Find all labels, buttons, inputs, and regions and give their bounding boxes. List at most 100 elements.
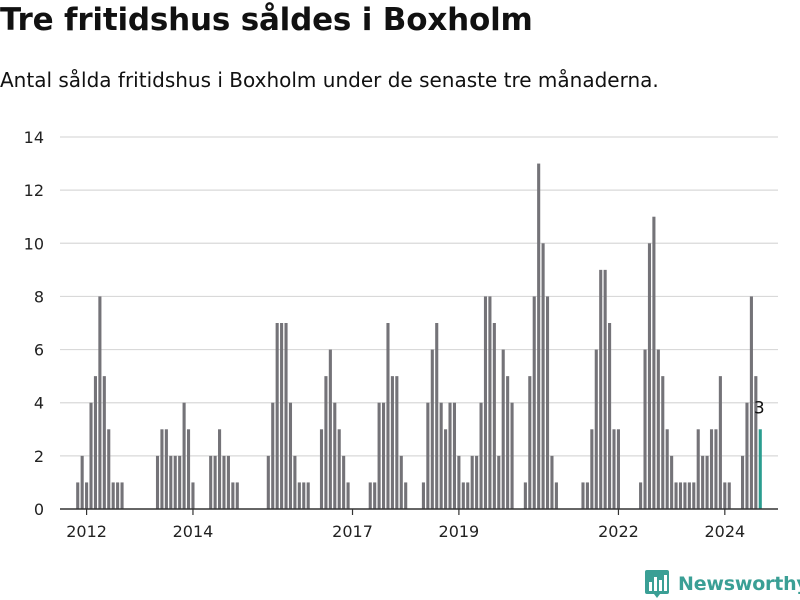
bar <box>85 482 89 509</box>
chart-subtitle: Antal sålda fritidshus i Boxholm under d… <box>0 68 659 92</box>
bar <box>306 482 310 509</box>
bar <box>510 402 514 509</box>
bar <box>76 482 80 509</box>
bar <box>164 429 168 509</box>
bar <box>670 455 674 509</box>
bar <box>497 455 501 509</box>
bar <box>506 376 510 509</box>
bar <box>594 349 598 509</box>
bar <box>452 402 457 509</box>
bar <box>191 482 195 509</box>
bar <box>439 402 443 509</box>
bar <box>749 296 753 509</box>
bar <box>647 243 652 510</box>
y-tick-label: 6 <box>34 341 44 360</box>
bar <box>182 402 186 509</box>
bar <box>727 482 731 509</box>
bar <box>723 482 727 509</box>
y-tick-label: 8 <box>34 287 44 306</box>
bar <box>160 429 164 509</box>
bar <box>678 482 683 509</box>
bar <box>368 482 372 509</box>
bar <box>683 482 687 509</box>
bar <box>324 376 328 509</box>
bar <box>399 455 403 509</box>
bar <box>319 429 324 509</box>
data-label-latest: 3 <box>754 398 765 418</box>
bar <box>585 482 589 509</box>
brand-name: Newsworthy <box>678 573 800 595</box>
bar <box>266 455 270 509</box>
bar <box>705 455 709 509</box>
bar <box>302 482 306 509</box>
y-tick-label: 14 <box>24 128 44 147</box>
bar <box>612 429 616 509</box>
bar <box>692 482 696 509</box>
bar <box>107 429 111 509</box>
bar <box>492 323 496 509</box>
bar <box>674 482 678 509</box>
bar <box>346 482 350 509</box>
data-labels: 3 <box>754 398 765 418</box>
bar <box>444 429 448 509</box>
bar <box>461 482 465 509</box>
bar <box>377 402 381 509</box>
x-tick-label: 2022 <box>598 522 639 541</box>
y-tick-label: 12 <box>24 181 44 200</box>
y-tick-label: 2 <box>34 447 44 466</box>
bar <box>466 482 470 509</box>
bar <box>435 323 439 509</box>
bar <box>297 482 301 509</box>
bar <box>754 376 758 509</box>
bar <box>218 429 222 509</box>
bar <box>616 429 620 509</box>
bar <box>390 376 394 509</box>
x-tick-label: 2012 <box>66 522 107 541</box>
bar-chart-pin-icon <box>645 570 669 598</box>
bar <box>173 455 177 509</box>
bar <box>652 216 656 509</box>
bar <box>186 429 191 509</box>
bar <box>209 455 213 509</box>
bars <box>76 163 762 510</box>
bar-chart: 0 2 4 6 8 10 12 14 2012 2014 2017 2019 2022 2024 3 <box>24 128 778 541</box>
bar <box>386 323 390 509</box>
bar <box>528 376 532 509</box>
bar <box>581 482 585 509</box>
bar <box>470 455 474 509</box>
bar <box>541 243 545 510</box>
newsworthy-logo[interactable]: Newsworthy <box>644 568 800 600</box>
bar <box>293 455 297 509</box>
bar <box>98 296 102 509</box>
y-tick-label: 10 <box>24 234 44 253</box>
bar <box>643 349 647 509</box>
bar <box>483 296 488 509</box>
bar <box>430 349 434 509</box>
bar <box>421 482 425 509</box>
bar <box>288 402 293 509</box>
bar <box>89 402 93 509</box>
bar <box>709 429 714 509</box>
bar <box>457 455 461 509</box>
bar <box>488 296 492 509</box>
bar <box>328 349 332 509</box>
bar <box>342 455 346 509</box>
bar <box>701 455 705 509</box>
bar <box>226 455 230 509</box>
bar <box>523 482 527 509</box>
bar <box>665 429 669 509</box>
bar <box>656 349 660 509</box>
bar <box>93 376 98 509</box>
bar <box>213 455 217 509</box>
x-tick-label: 2024 <box>704 522 745 541</box>
bar <box>661 376 665 509</box>
bar <box>714 429 718 509</box>
bar <box>590 429 594 509</box>
highlighted-bar <box>758 429 762 509</box>
bar <box>80 455 84 509</box>
bar <box>337 429 341 509</box>
bar <box>603 269 607 509</box>
bar <box>550 455 554 509</box>
bar <box>718 376 722 509</box>
x-tick-label: 2017 <box>332 522 373 541</box>
